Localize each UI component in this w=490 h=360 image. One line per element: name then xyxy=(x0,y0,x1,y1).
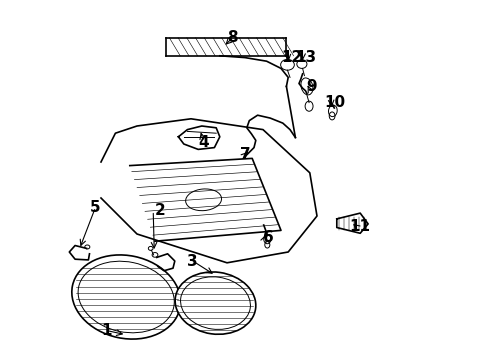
Text: 9: 9 xyxy=(306,79,317,94)
Ellipse shape xyxy=(175,272,256,334)
Text: 12: 12 xyxy=(281,50,302,65)
Text: 10: 10 xyxy=(324,95,345,110)
Ellipse shape xyxy=(72,255,181,339)
Text: 5: 5 xyxy=(90,199,101,215)
Text: 2: 2 xyxy=(155,203,166,218)
Text: 11: 11 xyxy=(350,219,371,234)
Text: 6: 6 xyxy=(263,230,274,245)
Text: 1: 1 xyxy=(101,323,112,338)
Text: 4: 4 xyxy=(198,135,209,150)
Polygon shape xyxy=(337,213,368,233)
Text: 13: 13 xyxy=(295,50,317,65)
Text: 3: 3 xyxy=(188,253,198,269)
Text: 8: 8 xyxy=(227,30,238,45)
Text: 7: 7 xyxy=(240,147,250,162)
